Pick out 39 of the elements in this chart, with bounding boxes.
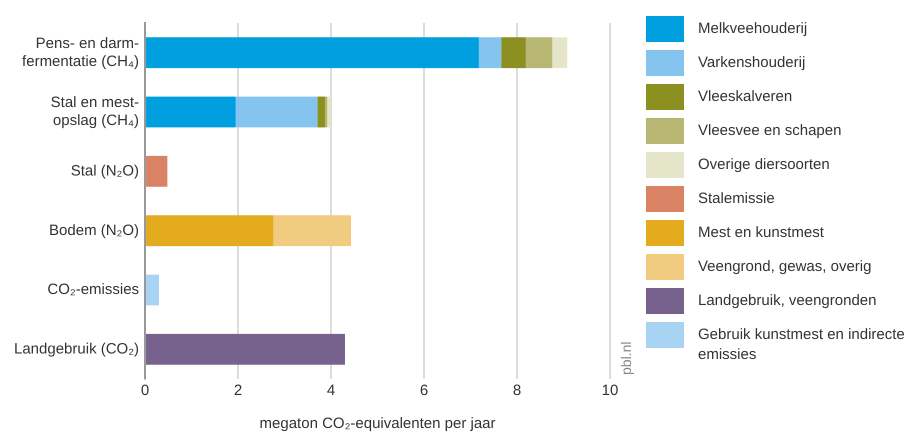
bar [146,156,168,187]
x-tick-label: 6 [420,382,428,400]
bar [236,96,318,128]
bar [146,215,274,246]
bar [526,37,552,68]
legend-label: Melkveehouderij [698,19,808,39]
bar [501,37,526,68]
legend-label: Gebruik kunstmest en indirecte emissies [698,325,906,365]
legend-label: Stalemissie [698,189,775,209]
bar [327,96,331,128]
bar [273,215,352,246]
legend-label: Landgebruik, veengronden [698,291,876,311]
legend-label: Varkenshouderij [698,53,806,73]
x-tick-label: 0 [140,382,150,400]
bar [146,96,236,128]
y-tick-label: Stal en mest-opslag (CH₄) [50,94,140,130]
text: pbl.nl [618,342,634,375]
y-tick-label: Pens- en darm-fermentatie (CH₄) [22,34,140,70]
bar [146,274,159,306]
bar [146,334,345,365]
legend-label: Overige diersoorten [698,155,830,175]
legend-label: Vleeskalveren [698,87,792,107]
bar [324,96,328,128]
x-tick-label: 4 [326,382,336,400]
y-tick-label: Landgebruik (CO₂) [14,340,140,358]
bar [478,37,502,68]
x-tick-label: 10 [602,382,618,400]
legend-label: Mest en kunstmest [698,223,824,243]
y-tick-label: Stal (N₂O) [70,162,140,180]
y-tick-label: CO₂-emissies [47,281,140,298]
x-tick-label: 8 [512,382,522,400]
bar [318,96,325,128]
bar [146,37,479,68]
x-tick-label: 2 [234,382,242,400]
x-axis-title: megaton CO₂-equivalenten per jaar [260,415,496,432]
bar [552,37,568,68]
legend-label: Vleesvee en schapen [698,121,842,141]
legend-label: Veengrond, gewas, overig [698,257,872,277]
y-tick-label: Bodem (N₂O) [49,222,140,239]
